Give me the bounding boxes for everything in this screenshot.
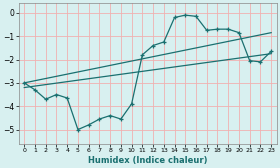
X-axis label: Humidex (Indice chaleur): Humidex (Indice chaleur) xyxy=(88,156,207,164)
